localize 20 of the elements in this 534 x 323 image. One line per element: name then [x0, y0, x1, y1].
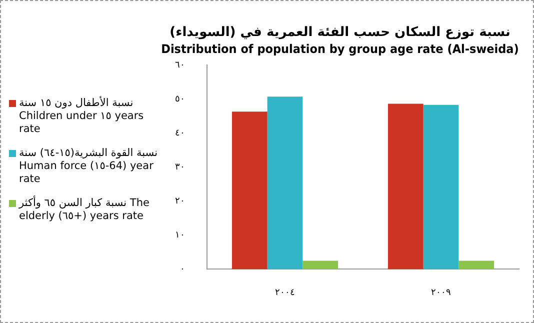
y-tick-label: ٥٠	[175, 94, 185, 104]
y-tick-label: ٣٠	[175, 162, 185, 172]
x-tick-label: ٢٠٠٤	[275, 287, 295, 298]
y-tick-label: ٠	[180, 264, 185, 274]
y-tick-label: ١٠	[175, 230, 185, 240]
bar	[388, 104, 424, 270]
legend-label: نسبة الأطفال دون ١٥ سنة Children under ١٥ years rate	[19, 97, 145, 136]
chart-title: نسبة توزع السكان حسب الفئة العمرية في (السويداء)	[170, 25, 510, 40]
bar	[267, 96, 303, 270]
y-tick-label: ٢٠	[175, 196, 185, 206]
bar	[302, 260, 338, 270]
bar	[458, 260, 494, 270]
legend-label: نسبة القوة البشرية(١٥-٦٤) سنة Human force (١٥-64) year rate	[19, 147, 159, 186]
bar	[423, 104, 459, 270]
x-tick-label: ٢٠٠٩	[431, 287, 451, 298]
legend-label: نسبة كبار السن ٦٥ وأكثر The elderly (٦٥+) years rate	[19, 197, 150, 223]
chart-subtitle: Distribution of population by group age rate (Al-sweida)	[161, 42, 519, 56]
y-tick-label: ٦٠	[175, 59, 185, 70]
y-tick-label: ٤٠	[175, 128, 185, 138]
bar	[232, 112, 268, 270]
